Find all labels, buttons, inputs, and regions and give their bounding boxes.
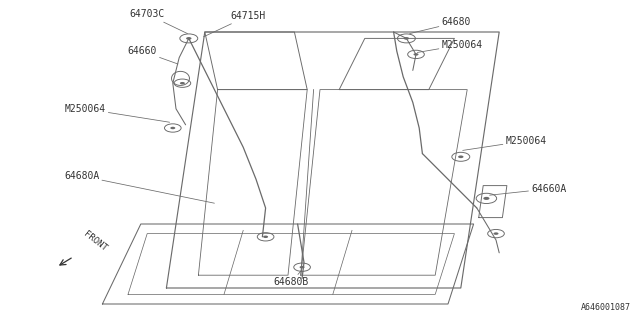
Text: 64660: 64660	[127, 46, 178, 64]
Circle shape	[263, 236, 268, 238]
Text: 64715H: 64715H	[204, 11, 266, 37]
Circle shape	[186, 37, 191, 40]
Text: 64680A: 64680A	[64, 171, 214, 203]
Text: 64660A: 64660A	[490, 184, 566, 195]
Circle shape	[413, 53, 419, 56]
Text: M250064: M250064	[463, 136, 547, 150]
Circle shape	[404, 37, 409, 40]
Text: FRONT: FRONT	[82, 229, 109, 253]
Text: 64680B: 64680B	[273, 270, 309, 287]
Circle shape	[458, 156, 463, 158]
Circle shape	[300, 266, 305, 268]
Text: M250064: M250064	[65, 104, 170, 122]
Text: A646001087: A646001087	[580, 303, 630, 312]
Text: M250064: M250064	[417, 40, 483, 52]
Circle shape	[483, 197, 490, 200]
Text: 64703C: 64703C	[130, 9, 188, 34]
Text: 64680: 64680	[410, 17, 471, 34]
Circle shape	[180, 82, 185, 84]
Circle shape	[170, 127, 175, 129]
Circle shape	[493, 232, 499, 235]
